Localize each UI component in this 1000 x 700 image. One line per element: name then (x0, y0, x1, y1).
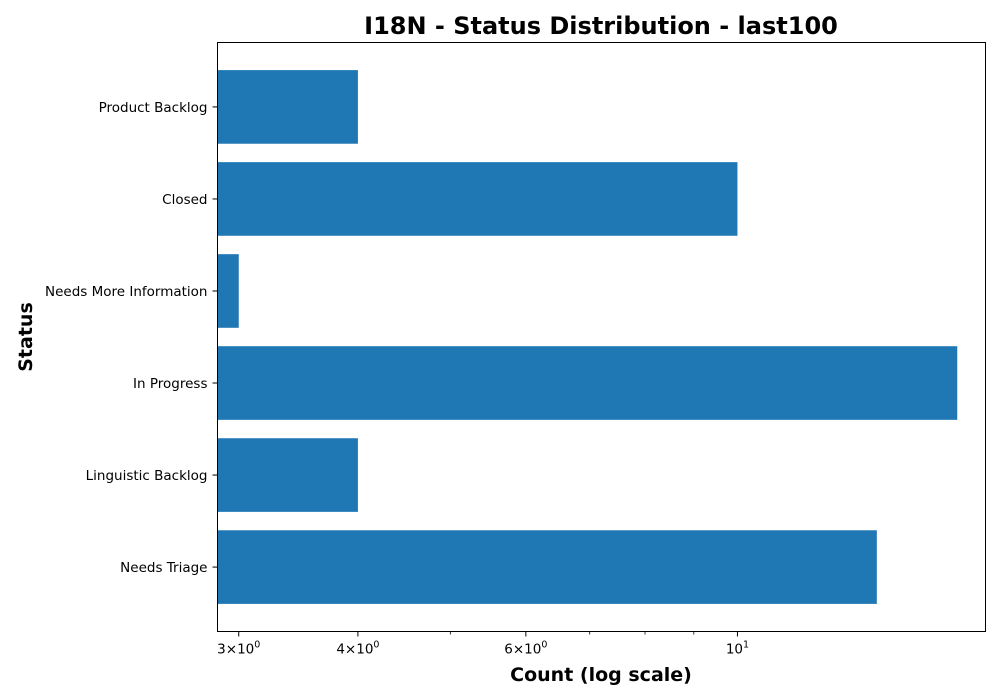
x-tick-label: 101 (726, 640, 749, 658)
x-axis-ticks: 3×100 4×100 6×100 101 (217, 631, 749, 658)
x-axis-title: Count (log scale) (510, 664, 692, 686)
y-axis-ticks: Needs Triage Linguistic Backlog In Progres… (45, 100, 218, 576)
bar-closed (217, 162, 738, 236)
y-tick-label-needs-more-information: Needs More Information (45, 284, 208, 300)
plot-frame (217, 42, 986, 632)
y-tick-label-in-progress: In Progress (133, 376, 207, 392)
bar-product-backlog (217, 70, 358, 144)
y-axis-title: Status (15, 302, 37, 372)
bar-in-progress (217, 346, 958, 420)
bar-linguistic-backlog (217, 438, 358, 512)
bars-group (217, 70, 958, 604)
y-tick-label-closed: Closed (162, 192, 207, 208)
x-tick-label: 6×100 (504, 640, 547, 658)
bar-needs-triage (217, 530, 877, 604)
y-tick-label-product-backlog: Product Backlog (99, 100, 208, 116)
y-tick-label-needs-triage: Needs Triage (120, 560, 207, 576)
x-tick-label: 4×100 (336, 640, 379, 658)
chart-title: I18N - Status Distribution - last100 (364, 12, 838, 40)
y-tick-label-linguistic-backlog: Linguistic Backlog (86, 468, 208, 484)
bar-needs-more-information (217, 254, 239, 328)
x-tick-label: 3×100 (217, 640, 260, 658)
